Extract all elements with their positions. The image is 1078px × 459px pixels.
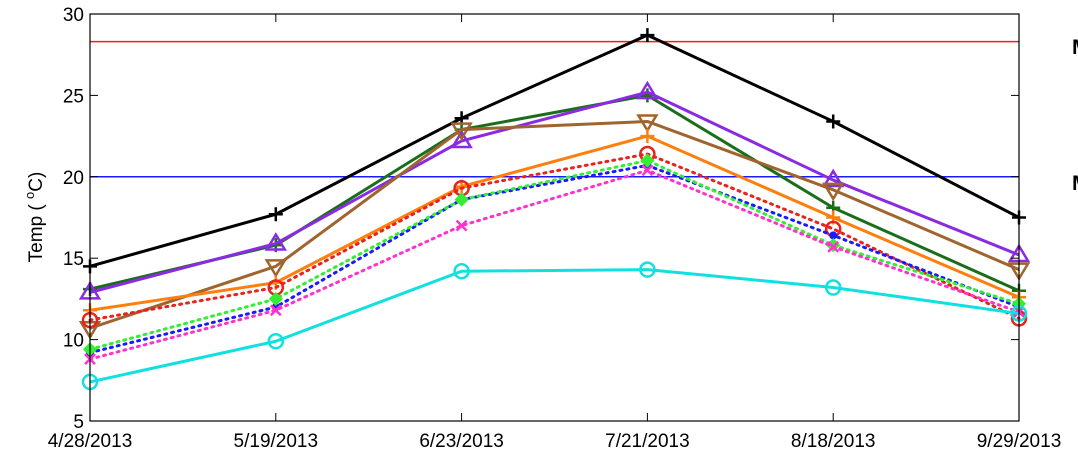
data-point (640, 153, 655, 168)
series-line (89, 119, 1020, 330)
data-point (454, 192, 469, 207)
data-point (264, 232, 288, 251)
data-point (268, 291, 283, 306)
data-point (827, 240, 840, 253)
y-axis-label-text: Temp ( (26, 199, 47, 262)
series-line (88, 163, 1021, 355)
x-tick-label: 6/23/2013 (419, 431, 504, 452)
series-2 (83, 88, 1026, 298)
data-point (264, 259, 288, 278)
series-10 (81, 261, 1028, 391)
x-tick-label: 4/28/2013 (48, 431, 133, 452)
y-tick-label: 5 (73, 412, 84, 433)
y-tick-label: 20 (63, 168, 84, 189)
y-axis-label-unit: C) (26, 172, 47, 192)
x-tick-label: 9/29/2013 (977, 431, 1062, 452)
data-point (450, 129, 473, 149)
plot-frame (89, 13, 1020, 422)
data-point (641, 164, 654, 177)
data-point (640, 28, 655, 43)
data-point (453, 262, 470, 280)
series-line (89, 268, 1020, 384)
series-3 (78, 80, 1031, 300)
series-line (89, 134, 1020, 312)
series-line (89, 90, 1020, 294)
x-tick-labels: 4/28/2013 5/19/2013 6/23/2013 7/21/2013 8/18… (48, 431, 1062, 452)
data-point (268, 207, 283, 222)
y-tick-label: 25 (63, 86, 84, 107)
series-line (88, 168, 1021, 361)
series-line (88, 159, 1021, 351)
series-5 (83, 129, 1026, 318)
y-axis-label-superscript: o (22, 192, 37, 199)
series-line (89, 33, 1020, 268)
y-tick-label: 15 (63, 249, 84, 270)
data-point (636, 114, 659, 133)
data-point (455, 219, 468, 232)
data-point (821, 182, 845, 202)
series-6 (81, 145, 1028, 329)
data-point (450, 122, 473, 142)
x-tick-label: 5/19/2013 (234, 431, 319, 452)
y-tick-label: 30 (63, 5, 84, 26)
side-label-top: M (1072, 36, 1078, 59)
data-point (267, 332, 285, 350)
data-point (269, 304, 282, 317)
x-tick-label: 8/18/2013 (791, 431, 876, 452)
x-tick-label: 7/21/2013 (605, 431, 690, 452)
y-tick-label: 10 (63, 331, 84, 352)
data-point (829, 231, 838, 240)
series-1 (83, 28, 1026, 274)
series-7 (86, 161, 1023, 357)
data-point (824, 279, 842, 296)
series-group (78, 28, 1031, 391)
reference-lines (90, 40, 1019, 178)
data-point (826, 114, 841, 129)
data-point (821, 168, 845, 188)
y-axis-label: Temp ( oC) (22, 172, 47, 263)
data-point (636, 80, 659, 100)
series-9 (84, 164, 1025, 366)
side-label-middle: M (1072, 172, 1078, 195)
y-tick-labels: 5 10 15 20 25 30 (63, 5, 84, 433)
data-point (639, 261, 656, 278)
axis-ticks (89, 13, 1020, 422)
data-point (640, 129, 655, 144)
series-line (88, 152, 1021, 322)
